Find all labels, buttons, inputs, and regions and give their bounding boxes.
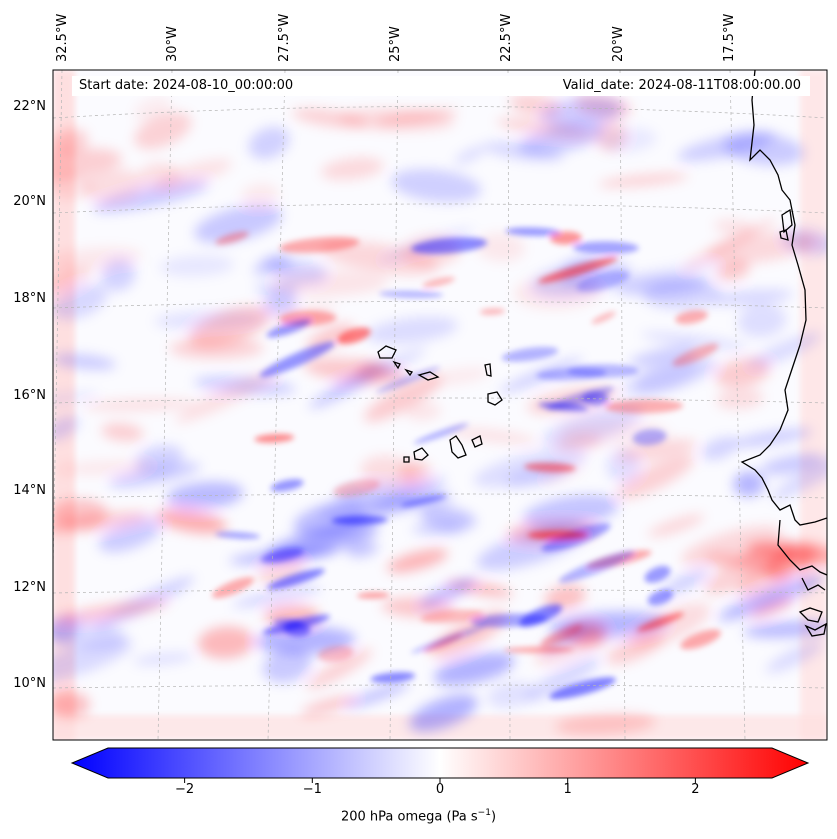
lon-label-25w: 25°W <box>388 26 403 62</box>
africa-coastline <box>740 70 827 526</box>
lon-label-17-5w: 17.5°W <box>722 13 737 62</box>
lat-label-20n: 20°N <box>13 194 46 209</box>
colorbar-tick-label: 0 <box>435 782 445 797</box>
colorbar-tick-label: −1 <box>302 782 322 797</box>
lat-label-12n: 12°N <box>13 580 46 595</box>
omega-field <box>53 70 827 740</box>
lat-label-16n: 16°N <box>13 388 46 403</box>
lon-label-20w: 20°W <box>611 26 626 62</box>
graticule-lines <box>53 70 827 740</box>
lat-label-14n: 14°N <box>13 483 46 498</box>
colorbar-tick-label: 2 <box>691 782 700 797</box>
valid-date-label: Valid_date: 2024-08-11T08:00:00.00 <box>562 78 801 93</box>
lat-label-18n: 18°N <box>13 291 46 306</box>
lon-label-32-5w: 32.5°W <box>55 13 70 62</box>
lon-label-27-5w: 27.5°W <box>277 13 292 62</box>
lon-label-22-5w: 22.5°W <box>499 13 514 62</box>
colorbar-tick-label: 1 <box>563 782 572 797</box>
coastline <box>740 70 827 637</box>
colorbar-tick-label: −2 <box>175 782 195 797</box>
lat-label-10n: 10°N <box>13 676 46 691</box>
lon-label-30w: 30°W <box>165 26 180 62</box>
colorbar <box>70 747 810 783</box>
colorbar-label: 200 hPa omega (Pa s−1) <box>340 808 497 825</box>
lat-label-22n: 22°N <box>13 99 46 114</box>
date-label-bar <box>72 76 810 96</box>
start-date-label: Start date: 2024-08-10_00:00:00 <box>79 78 294 93</box>
map-frame <box>52 69 828 741</box>
cape-verde-islands <box>377 345 503 463</box>
